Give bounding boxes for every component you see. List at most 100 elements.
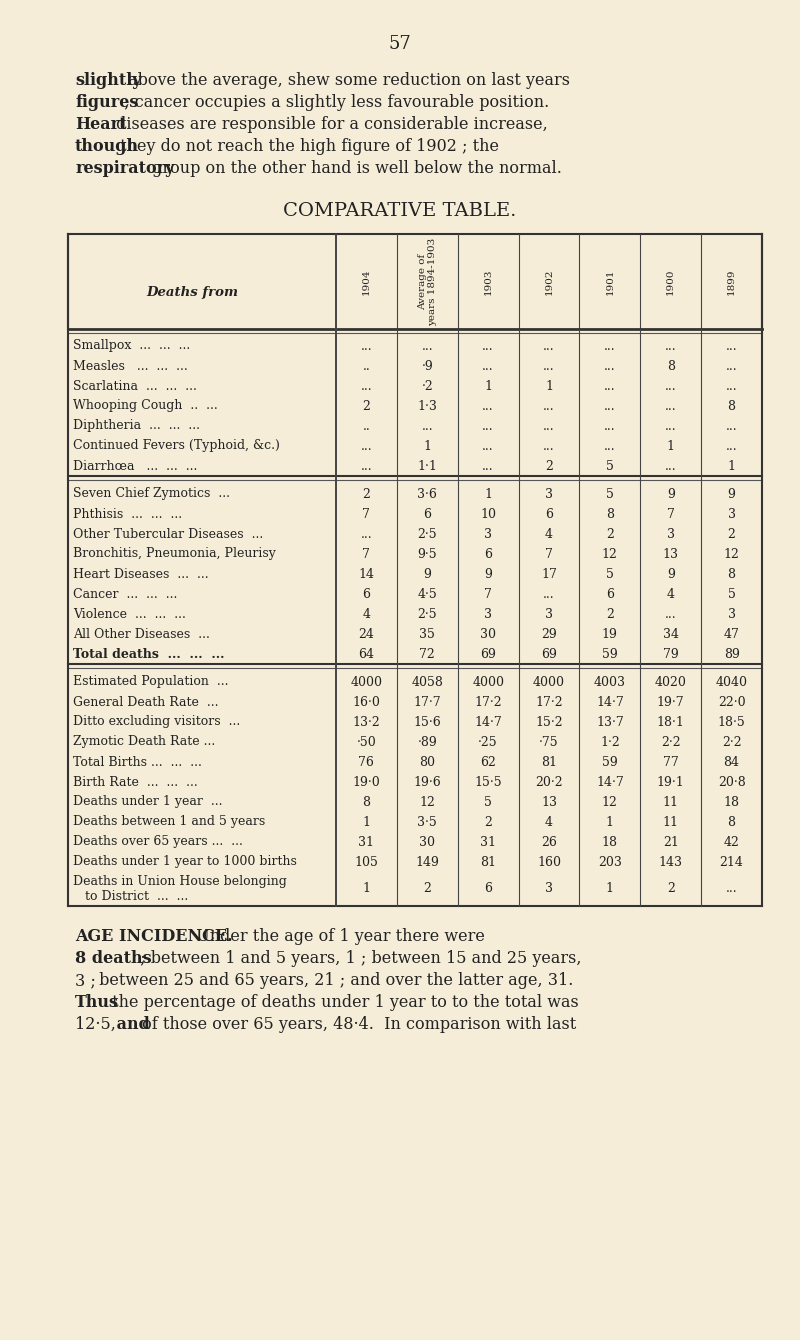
Text: 4003: 4003 [594, 675, 626, 689]
Text: 13: 13 [662, 548, 678, 560]
Text: ...: ... [361, 339, 372, 352]
Text: Thus: Thus [75, 994, 119, 1010]
Text: 1·1: 1·1 [418, 460, 438, 473]
Text: 47: 47 [724, 627, 739, 641]
Text: 18: 18 [723, 796, 739, 808]
Text: and: and [111, 1016, 150, 1033]
Text: 22·0: 22·0 [718, 695, 746, 709]
Text: 3: 3 [545, 488, 553, 501]
Text: ...: ... [361, 440, 372, 453]
Text: ...: ... [543, 399, 555, 413]
Text: 2: 2 [423, 883, 431, 895]
Text: COMPARATIVE TABLE.: COMPARATIVE TABLE. [283, 202, 517, 220]
Text: 2: 2 [545, 460, 553, 473]
Text: diseases are responsible for a considerable increase,: diseases are responsible for a considera… [111, 117, 548, 133]
Text: 15·2: 15·2 [535, 716, 563, 729]
Text: 4: 4 [545, 528, 553, 540]
Text: figures: figures [75, 94, 138, 111]
Text: ...: ... [543, 440, 555, 453]
Text: 21: 21 [662, 836, 678, 848]
Text: ...: ... [482, 359, 494, 373]
Text: Zymotic Death Rate ...: Zymotic Death Rate ... [73, 736, 215, 749]
Text: 9·5: 9·5 [418, 548, 437, 560]
Text: Deaths under 1 year  ...: Deaths under 1 year ... [73, 796, 222, 808]
Text: 1902: 1902 [545, 268, 554, 295]
Text: the percentage of deaths under 1 year to to the total was: the percentage of deaths under 1 year to… [107, 994, 578, 1010]
Text: 2: 2 [362, 399, 370, 413]
Text: 3·6: 3·6 [418, 488, 438, 501]
Text: ...: ... [604, 399, 616, 413]
Text: ...: ... [604, 359, 616, 373]
Text: 24: 24 [358, 627, 374, 641]
Text: 3·5: 3·5 [418, 816, 437, 828]
Text: 3: 3 [727, 607, 735, 620]
Text: 9: 9 [423, 568, 431, 580]
Text: 4·5: 4·5 [418, 587, 437, 600]
Text: 8 deaths: 8 deaths [75, 950, 152, 967]
Text: 4000: 4000 [350, 675, 382, 689]
Text: ...: ... [482, 339, 494, 352]
Text: Seven Chief Zymotics  ...: Seven Chief Zymotics ... [73, 488, 230, 501]
Text: ...: ... [543, 587, 555, 600]
Text: 1903: 1903 [484, 268, 493, 295]
Text: 1: 1 [423, 440, 431, 453]
Text: 3: 3 [727, 508, 735, 520]
Text: 8: 8 [606, 508, 614, 520]
Text: 4: 4 [545, 816, 553, 828]
Text: 19·1: 19·1 [657, 776, 685, 788]
Text: Total deaths  ...  ...  ...: Total deaths ... ... ... [73, 647, 225, 661]
Text: ...: ... [665, 460, 677, 473]
Text: 8: 8 [727, 399, 735, 413]
Text: ...: ... [665, 399, 677, 413]
Text: 2: 2 [362, 488, 370, 501]
Text: 31: 31 [480, 836, 496, 848]
Text: 1: 1 [666, 440, 674, 453]
Text: 3 ;: 3 ; [75, 972, 96, 989]
Text: ...: ... [726, 883, 738, 895]
Text: 15·6: 15·6 [414, 716, 441, 729]
Text: 149: 149 [415, 855, 439, 868]
Text: Whooping Cough  ..  ...: Whooping Cough .. ... [73, 399, 218, 413]
Text: 17·2: 17·2 [474, 695, 502, 709]
Text: 143: 143 [658, 855, 682, 868]
Text: 6: 6 [606, 587, 614, 600]
Text: of those over 65 years, 48·4.  In comparison with last: of those over 65 years, 48·4. In compari… [137, 1016, 576, 1033]
Text: ·89: ·89 [418, 736, 437, 749]
Text: ·9: ·9 [422, 359, 433, 373]
Text: 2: 2 [728, 528, 735, 540]
Text: ...: ... [422, 339, 433, 352]
Text: 9: 9 [666, 568, 674, 580]
Text: ·25: ·25 [478, 736, 498, 749]
Text: 1: 1 [362, 816, 370, 828]
Text: 9: 9 [484, 568, 492, 580]
Text: 7: 7 [362, 548, 370, 560]
Text: respiratory: respiratory [75, 159, 174, 177]
Text: 30: 30 [419, 836, 435, 848]
Text: ...: ... [482, 440, 494, 453]
Text: 35: 35 [419, 627, 435, 641]
Text: 15·5: 15·5 [474, 776, 502, 788]
Text: 6: 6 [484, 548, 492, 560]
Text: Average of
years 1894-1903: Average of years 1894-1903 [418, 237, 437, 326]
Text: 7: 7 [362, 508, 370, 520]
Text: 57: 57 [389, 35, 411, 54]
Text: 2·5: 2·5 [418, 528, 437, 540]
Text: 14·7: 14·7 [474, 716, 502, 729]
Text: 19·0: 19·0 [353, 776, 380, 788]
Text: 4: 4 [666, 587, 674, 600]
Text: 3: 3 [666, 528, 674, 540]
Text: 2·5: 2·5 [418, 607, 437, 620]
Text: ...: ... [726, 379, 738, 393]
Text: 12: 12 [602, 548, 618, 560]
Text: ..: .. [362, 359, 370, 373]
Text: 42: 42 [724, 836, 739, 848]
Text: ...: ... [604, 339, 616, 352]
Text: 31: 31 [358, 836, 374, 848]
Text: Continued Fevers (Typhoid, &c.): Continued Fevers (Typhoid, &c.) [73, 440, 280, 453]
Text: ...: ... [604, 379, 616, 393]
Text: 3: 3 [484, 528, 492, 540]
Text: 3: 3 [545, 883, 553, 895]
Text: 2: 2 [666, 883, 674, 895]
Text: 59: 59 [602, 647, 618, 661]
Text: ...: ... [482, 460, 494, 473]
